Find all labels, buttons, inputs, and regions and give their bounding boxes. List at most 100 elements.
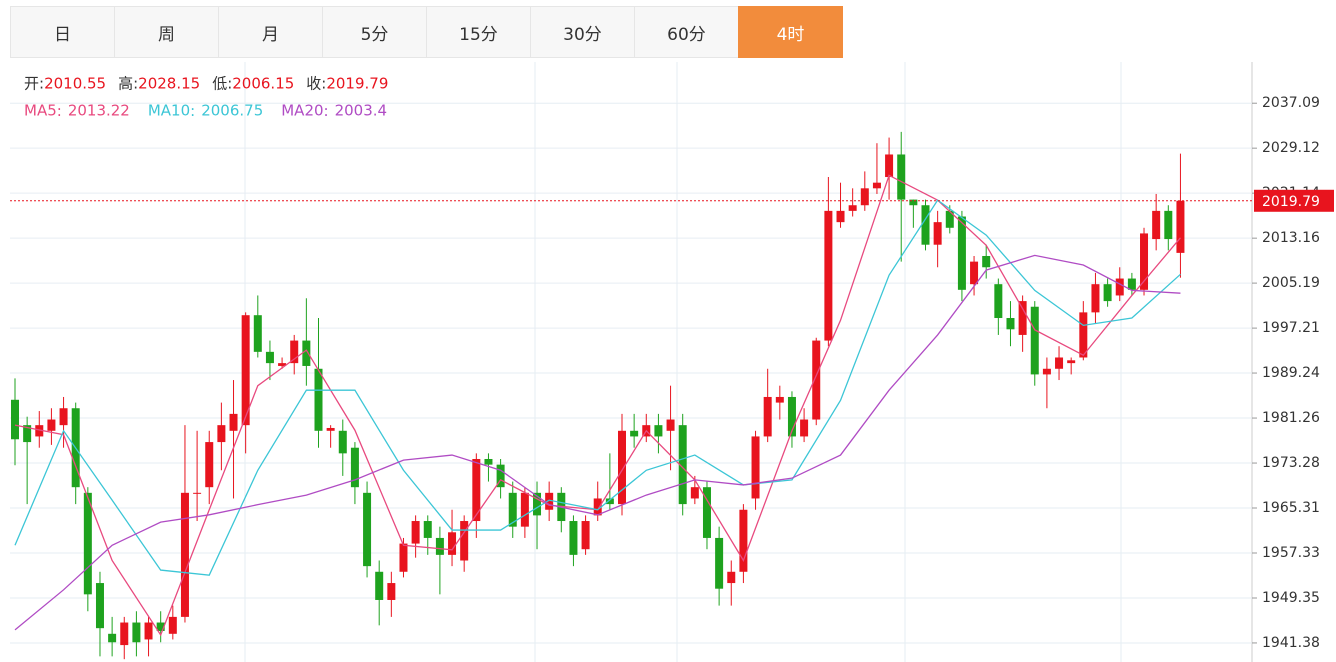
candle-body: [654, 425, 663, 437]
candle-body: [994, 284, 1003, 319]
candle-body: [11, 399, 19, 440]
candle-body: [885, 154, 894, 178]
ma-line: [14, 199, 1181, 576]
candle-body: [787, 396, 796, 437]
period-tab[interactable]: 月: [218, 6, 323, 58]
candle-body: [205, 442, 214, 488]
ma-line: [14, 174, 1181, 637]
period-tab[interactable]: 周: [114, 6, 219, 58]
candle-body: [702, 487, 711, 538]
y-tick-label: 1949.35: [1262, 590, 1320, 606]
legend-name: MA20:: [281, 102, 328, 120]
grid: [10, 62, 1253, 662]
legend-value: 2003.4: [335, 102, 388, 120]
y-tick-label: 1941.38: [1262, 635, 1320, 651]
candle-body: [1140, 233, 1149, 290]
candle-body: [569, 521, 578, 555]
period-tab[interactable]: 4时: [738, 6, 843, 58]
candle-body: [715, 537, 724, 589]
candle-body: [848, 205, 857, 211]
candle-body: [605, 498, 614, 505]
candle-body: [375, 571, 384, 600]
candle-body: [957, 216, 966, 290]
legend-name: MA10:: [148, 102, 195, 120]
candle-body: [168, 616, 177, 634]
y-tick-label: 2037.09: [1262, 95, 1320, 111]
candle-body: [314, 368, 323, 431]
candle-body: [872, 182, 881, 189]
last-price-tag: [1254, 189, 1334, 212]
candle-body: [472, 458, 481, 522]
candle-body: [593, 498, 602, 516]
candle-body: [253, 315, 262, 352]
candle-body: [193, 492, 202, 494]
ohlc-value: 2010.55: [44, 75, 106, 93]
candle-body: [982, 255, 991, 268]
candle-body: [120, 622, 129, 646]
y-tick-label: 1989.24: [1262, 365, 1320, 381]
candle-body: [460, 521, 469, 561]
candle-body: [435, 537, 444, 555]
ohlc-label: 低:: [212, 75, 232, 93]
candle-body: [448, 532, 457, 555]
candle-body: [690, 487, 699, 499]
candle-body: [1067, 360, 1076, 364]
candle-body: [1091, 284, 1100, 313]
period-tab[interactable]: 60分: [634, 6, 739, 58]
candle-body: [1103, 284, 1112, 302]
legend-value: 2006.75: [201, 102, 263, 120]
candle-body: [812, 340, 821, 420]
candle-body: [970, 261, 979, 285]
candle-body: [545, 492, 554, 510]
candle-body: [217, 425, 226, 443]
candle-body: [533, 492, 542, 516]
candle-body: [739, 509, 748, 572]
legend: MA5: 2013.22 MA10: 2006.75 MA20: 2003.4: [24, 102, 387, 120]
candle-body: [945, 210, 954, 228]
candle-body: [95, 583, 104, 629]
candle-body: [387, 583, 396, 600]
candle-body: [1079, 312, 1088, 358]
period-tab[interactable]: 30分: [530, 6, 635, 58]
candle-body: [508, 492, 517, 527]
legend-name: MA5:: [24, 102, 62, 120]
candle-body: [1018, 301, 1027, 335]
candle-body: [229, 413, 238, 431]
candle-body: [144, 622, 153, 640]
candle-body: [241, 315, 250, 426]
ohlc-value: 2006.15: [232, 75, 294, 93]
candle-body: [666, 419, 675, 431]
candle-body: [860, 188, 869, 206]
candle-body: [630, 430, 639, 437]
y-tick-label: 2029.12: [1262, 140, 1320, 156]
candle-body: [326, 427, 335, 431]
legend-value: 2013.22: [68, 102, 130, 120]
candle-body: [35, 425, 44, 437]
ma-line: [14, 254, 1181, 631]
y-tick-label: 1957.33: [1262, 545, 1320, 561]
candle-body: [265, 351, 274, 364]
period-tabs: 日周月 5分 15分 30分 60分 4时: [10, 6, 843, 58]
period-tab[interactable]: 日: [10, 6, 115, 58]
candle-body: [350, 447, 359, 488]
ohlc-header: 开: 2010.55 高: 2028.15 低: 2006.15 收: 2019.79: [24, 75, 388, 93]
candle-body: [909, 199, 918, 206]
period-tab[interactable]: 15分: [426, 6, 531, 58]
candle-body: [1127, 278, 1136, 290]
candle-body: [59, 408, 68, 426]
separator: :: [324, 102, 329, 120]
candle-body: [921, 205, 930, 245]
separator: :: [57, 102, 62, 120]
candle-body: [302, 340, 311, 366]
candle-body: [678, 425, 687, 505]
candle-body: [897, 154, 906, 200]
candle-body: [933, 222, 942, 245]
candle-body: [278, 363, 287, 366]
y-tick-label: 1973.28: [1262, 455, 1320, 471]
candle-body: [156, 622, 165, 631]
period-tab[interactable]: 5分: [322, 6, 427, 58]
y-tick-label: 2013.16: [1262, 230, 1320, 246]
candle-body: [727, 571, 736, 584]
ohlc-label: 高:: [118, 75, 138, 93]
candle-body: [411, 521, 420, 544]
